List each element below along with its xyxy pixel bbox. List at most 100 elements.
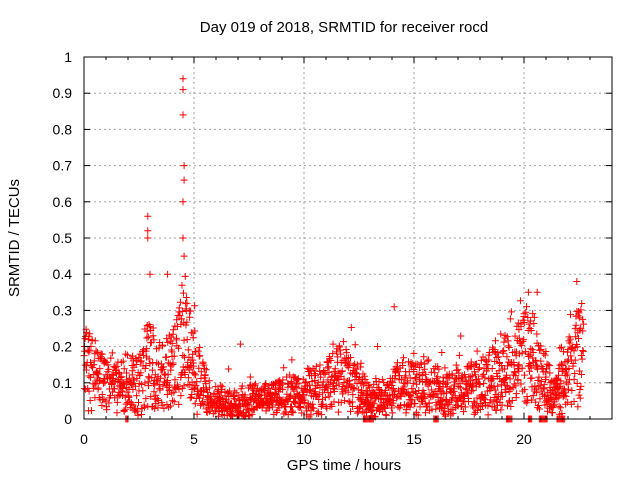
data-point <box>196 352 204 360</box>
data-point <box>546 369 554 377</box>
data-point <box>151 381 159 389</box>
data-point <box>327 389 335 397</box>
data-point <box>508 397 516 405</box>
data-point <box>521 386 529 394</box>
data-point <box>203 385 211 393</box>
data-point <box>430 391 438 399</box>
data-point <box>519 337 527 345</box>
data-point <box>179 86 187 94</box>
data-point <box>89 364 97 372</box>
data-point <box>173 381 181 389</box>
data-point <box>515 334 523 342</box>
data-point <box>185 366 193 374</box>
data-point <box>542 373 550 381</box>
data-point <box>474 375 482 383</box>
data-point <box>414 411 422 419</box>
data-point <box>411 400 419 408</box>
data-point <box>469 386 477 394</box>
data-point <box>179 198 187 206</box>
data-point <box>495 353 503 361</box>
data-point <box>243 406 251 414</box>
data-point <box>399 361 407 369</box>
data-point <box>238 382 246 390</box>
data-point <box>353 409 361 417</box>
data-point <box>370 400 378 408</box>
data-point <box>326 378 334 386</box>
data-point <box>175 304 183 312</box>
data-point <box>115 369 123 377</box>
data-point <box>423 357 431 365</box>
data-point <box>225 365 233 373</box>
data-point <box>577 352 585 360</box>
data-point <box>502 381 510 389</box>
data-point <box>202 366 210 374</box>
data-point <box>533 361 541 369</box>
data-point <box>195 352 203 360</box>
data-point <box>575 326 583 334</box>
data-point <box>150 336 158 344</box>
data-point <box>558 368 566 376</box>
data-point <box>234 392 242 400</box>
data-point <box>144 234 152 242</box>
data-point <box>504 402 512 410</box>
data-point <box>503 333 511 341</box>
data-point <box>169 359 177 367</box>
data-point <box>577 382 585 390</box>
data-point <box>471 368 479 376</box>
data-point <box>190 370 198 378</box>
data-point <box>549 402 557 410</box>
data-point <box>85 372 93 380</box>
data-point <box>570 347 578 355</box>
data-point <box>268 381 276 389</box>
data-point <box>86 396 94 404</box>
data-point <box>186 313 194 321</box>
data-point <box>494 382 502 390</box>
data-point <box>129 401 137 409</box>
data-point <box>517 380 525 388</box>
data-point <box>382 411 390 419</box>
data-point <box>155 380 163 388</box>
data-point <box>500 347 508 355</box>
data-point <box>579 315 587 323</box>
data-point <box>518 364 526 372</box>
data-point <box>163 391 171 399</box>
data-point <box>92 379 100 387</box>
data-point <box>572 333 580 341</box>
data-point <box>343 349 351 357</box>
data-point <box>476 380 484 388</box>
data-point <box>529 392 537 400</box>
data-point <box>262 407 270 415</box>
data-point <box>434 378 442 386</box>
data-point <box>356 403 364 411</box>
data-point <box>521 371 529 379</box>
data-point <box>139 387 147 395</box>
data-point <box>179 352 187 360</box>
data-point <box>311 371 319 379</box>
data-point <box>472 361 480 369</box>
data-point <box>105 399 113 407</box>
data-point <box>531 382 539 390</box>
data-point <box>564 345 572 353</box>
data-point <box>477 356 485 364</box>
data-point <box>299 391 307 399</box>
data-point <box>347 323 355 331</box>
data-point <box>119 384 127 392</box>
data-point <box>462 386 470 394</box>
data-point <box>518 341 526 349</box>
data-point <box>298 409 306 417</box>
data-point <box>252 380 260 388</box>
data-point <box>356 373 364 381</box>
data-point <box>571 370 579 378</box>
data-point <box>524 313 532 321</box>
data-point <box>576 367 584 375</box>
data-point <box>321 394 329 402</box>
data-point <box>544 407 552 415</box>
data-point <box>488 365 496 373</box>
data-point <box>318 411 326 419</box>
chart-title: Day 019 of 2018, SRMTID for receiver roc… <box>200 19 488 36</box>
data-point <box>321 369 329 377</box>
data-point <box>144 227 152 235</box>
data-point <box>511 332 519 340</box>
data-point <box>349 384 357 392</box>
data-point <box>120 379 128 387</box>
